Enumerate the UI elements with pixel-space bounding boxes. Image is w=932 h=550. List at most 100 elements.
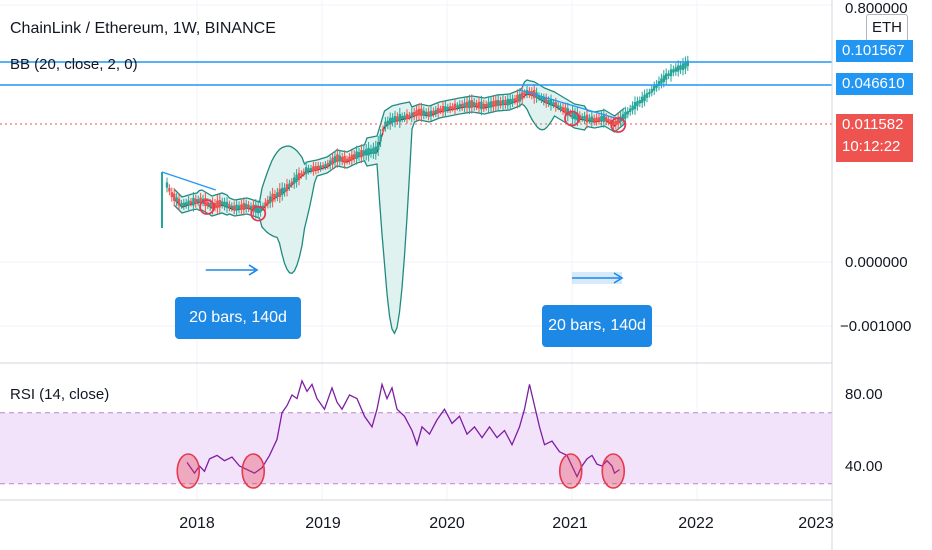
rsi-line: [186, 378, 620, 479]
price-tick: 0.000000: [845, 254, 908, 271]
candle-body: [429, 110, 433, 117]
candle-body: [489, 101, 493, 108]
candle-body: [648, 91, 651, 95]
candle-body: [482, 103, 485, 108]
candle-body: [602, 114, 605, 122]
candle-body: [177, 198, 181, 206]
rsi-tick: 40.00: [845, 458, 883, 475]
grid-lines: [0, 0, 832, 500]
candle-body: [624, 111, 627, 119]
price-tick: −0.001000: [840, 318, 912, 335]
candle-body: [305, 167, 308, 175]
candle-body: [362, 150, 365, 156]
candle-body: [247, 204, 250, 209]
candle-body: [485, 104, 488, 108]
candle-body: [350, 154, 353, 161]
candle-body: [511, 98, 514, 103]
candle-body: [597, 117, 601, 121]
candle-body: [549, 99, 553, 106]
trend-line: [519, 89, 623, 121]
candle-body: [372, 147, 375, 154]
candle-body: [408, 114, 411, 118]
candle-body: [581, 116, 584, 119]
candle-body: [583, 115, 586, 121]
candle-body: [218, 200, 221, 208]
candle-body: [353, 154, 356, 159]
candle-body: [588, 117, 591, 121]
chart-title[interactable]: ChainLink / Ethereum, 1W, BINANCE: [10, 20, 276, 37]
candle-body: [204, 198, 207, 206]
candle-body: [326, 163, 329, 166]
candle-body: [367, 147, 370, 156]
candle-body: [331, 157, 334, 165]
horizontal-lines[interactable]: [0, 61, 832, 191]
rsi-pane: [0, 378, 832, 489]
candle-body: [540, 96, 543, 100]
candle-body: [377, 142, 380, 150]
candle-body: [686, 60, 689, 67]
candle-body: [595, 117, 598, 122]
price-circle-marker: [199, 199, 215, 215]
candle-body: [516, 95, 519, 103]
bb-legend[interactable]: BB (20, close, 2, 0): [10, 56, 138, 73]
measure-arrowhead: [613, 272, 624, 284]
candle-body: [573, 112, 577, 120]
candle-body: [413, 111, 416, 117]
time-tick: 2020: [429, 515, 465, 532]
candle-body: [557, 105, 560, 108]
candle-body: [187, 200, 190, 206]
rsi-circle-marker: [241, 453, 266, 489]
rsi-legend[interactable]: RSI (14, close): [10, 386, 110, 403]
time-tick: 2019: [305, 515, 341, 532]
candle-body: [235, 204, 238, 211]
candle-body: [168, 188, 171, 192]
candle-body: [194, 198, 197, 204]
time-tick: 2023: [798, 515, 834, 532]
candle-body: [425, 111, 428, 115]
candle-body: [617, 117, 620, 125]
candle-body: [509, 99, 512, 105]
candle-body: [629, 108, 632, 113]
candle-body: [319, 165, 322, 169]
measure-label-2[interactable]: 20 bars, 140d: [542, 305, 652, 347]
trend-line: [161, 171, 216, 191]
candle-body: [674, 67, 677, 72]
price-tag-hline-2[interactable]: 0.046610: [836, 73, 913, 95]
price-tag-last[interactable]: 0.011582: [836, 114, 913, 136]
candle-body: [669, 69, 673, 77]
candle-body: [501, 99, 505, 106]
candle-body: [653, 85, 656, 91]
candle-body: [612, 121, 615, 126]
price-circle-marker: [564, 110, 580, 127]
candle-body: [571, 110, 574, 119]
candle-body: [211, 202, 214, 210]
candle-body: [415, 110, 418, 117]
candle-body: [590, 116, 593, 123]
candle-body: [554, 102, 557, 108]
candle-body: [369, 148, 373, 154]
price-tag-hline-1[interactable]: 0.101567: [836, 40, 913, 62]
bb-lower-line: [174, 103, 625, 335]
candle-body: [578, 115, 581, 119]
currency-badge[interactable]: ETH: [866, 14, 908, 42]
candle-body: [492, 101, 495, 107]
measure-label-1[interactable]: 20 bars, 140d: [175, 297, 301, 339]
candle-body: [600, 116, 603, 122]
candle-body: [197, 199, 200, 203]
candle-body: [257, 206, 260, 214]
candle-body: [552, 102, 555, 105]
candle-body: [537, 95, 541, 98]
candle-body: [667, 73, 670, 76]
candle-body: [432, 110, 435, 114]
markers[interactable]: [199, 110, 627, 285]
price-tag-countdown: 10:12:22: [836, 136, 913, 162]
candle-body: [175, 197, 178, 202]
candle-body: [297, 172, 301, 180]
candle-body: [477, 101, 481, 109]
candle-body: [633, 102, 637, 110]
candle-body: [324, 164, 327, 167]
candle-body: [213, 203, 217, 208]
candle-body: [621, 114, 625, 121]
